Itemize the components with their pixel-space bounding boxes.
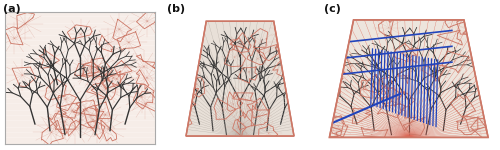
- Polygon shape: [186, 21, 294, 136]
- Polygon shape: [330, 20, 488, 137]
- Text: (b): (b): [168, 4, 186, 15]
- Text: (c): (c): [324, 4, 341, 15]
- Text: (a): (a): [2, 4, 20, 15]
